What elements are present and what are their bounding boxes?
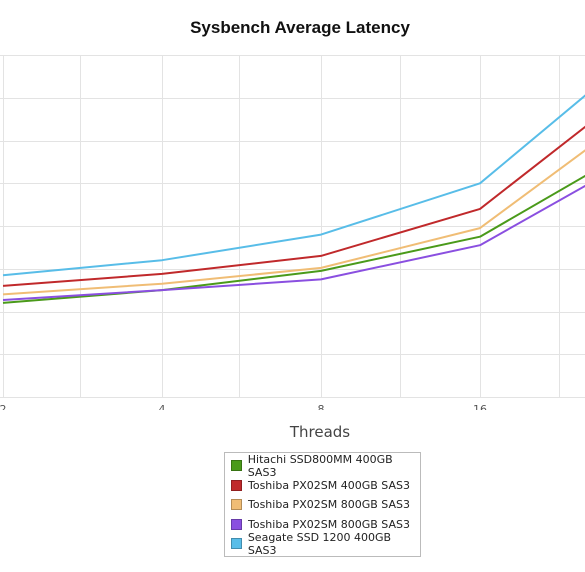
legend-swatch (231, 499, 242, 511)
legend-item[interactable]: Toshiba PX02SM 800GB SAS3 (225, 495, 420, 515)
legend-swatch (231, 518, 242, 530)
legend-label: Seagate SSD 1200 400GB SAS3 (247, 530, 392, 557)
plot-area: 2 4 8 16 (0, 55, 585, 410)
x-axis-title: Threads (289, 423, 351, 441)
series-line (2, 125, 585, 287)
legend: Hitachi SSD800MM 400GB SAS3 Toshiba PX02S… (224, 452, 421, 557)
series-lines (2, 94, 585, 304)
legend-label: Toshiba PX02SM 800GB SAS3 (248, 498, 410, 512)
legend-item[interactable]: Toshiba PX02SM 800GB SAS3 (225, 515, 420, 535)
x-tick-label: 16 (473, 403, 487, 410)
series-line (2, 184, 585, 301)
legend-item[interactable]: Hitachi SSD800MM 400GB SAS3 (225, 452, 420, 479)
series-line (2, 94, 585, 277)
x-tick-label: 4 (159, 403, 166, 410)
x-tick-label: 2 (0, 403, 7, 410)
legend-item[interactable]: Toshiba PX02SM 400GB SAS3 (225, 476, 420, 496)
x-tick-labels: 2 4 8 16 (0, 403, 487, 410)
legend-label: Toshiba PX02SM 800GB SAS3 (248, 517, 410, 531)
legend-swatch (231, 538, 242, 550)
x-tick-label: 8 (318, 403, 325, 410)
legend-label: Toshiba PX02SM 400GB SAS3 (248, 478, 410, 492)
legend-item[interactable]: Seagate SSD 1200 400GB SAS3 (225, 530, 420, 557)
legend-swatch (231, 460, 242, 472)
legend-label: Hitachi SSD800MM 400GB SAS3 (247, 452, 393, 479)
chart-title: Sysbench Average Latency (190, 18, 410, 37)
grid (0, 55, 585, 398)
series-line (2, 149, 585, 296)
legend-swatch (231, 479, 242, 491)
